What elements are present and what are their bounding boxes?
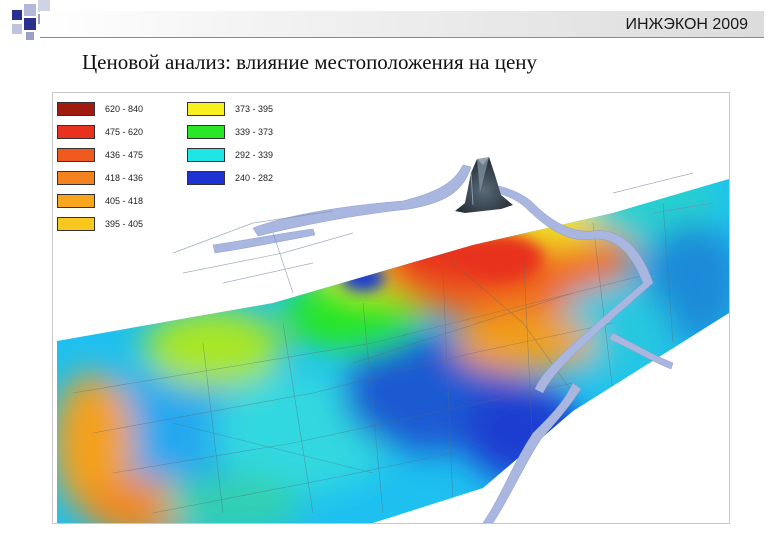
legend-swatch (57, 171, 95, 185)
legend-label: 292 - 339 (235, 150, 274, 160)
legend-swatch (187, 102, 225, 116)
price-heatmap: 620 - 840 475 - 620 436 - 475 418 - 436 405 … (52, 92, 730, 524)
legend-swatch (187, 171, 225, 185)
header-divider (40, 37, 764, 38)
legend-label: 475 - 620 (105, 127, 144, 137)
legend-item: 418 - 436 (57, 170, 143, 186)
header-bar: ИНЖЭКОН 2009 (40, 11, 764, 37)
legend-swatch (57, 102, 95, 116)
legend-label: 395 - 405 (105, 219, 144, 229)
legend-item: 395 - 405 (57, 216, 143, 232)
legend-swatch (57, 148, 95, 162)
legend-label: 436 - 475 (105, 150, 144, 160)
legend-item: 339 - 373 (187, 124, 273, 140)
legend-item: 373 - 395 (187, 101, 273, 117)
legend-label: 373 - 395 (235, 104, 274, 114)
slide-title: Ценовой анализ: влияние местоположения н… (82, 50, 538, 74)
legend-swatch (57, 217, 95, 231)
legend-label: 620 - 840 (105, 104, 144, 114)
legend-item: 436 - 475 (57, 147, 143, 163)
legend-item: 240 - 282 (187, 170, 273, 186)
heatmap-surface (57, 157, 729, 523)
header-title: ИНЖЭКОН 2009 (625, 16, 748, 33)
legend-swatch (187, 148, 225, 162)
legend-label: 339 - 373 (235, 127, 274, 137)
legend-label: 240 - 282 (235, 173, 274, 183)
legend-label: 405 - 418 (105, 196, 144, 206)
legend-item: 292 - 339 (187, 147, 273, 163)
legend-swatch (187, 125, 225, 139)
price-peak (455, 157, 513, 213)
legend-label: 418 - 436 (105, 173, 144, 183)
legend-swatch (57, 125, 95, 139)
legend-item: 405 - 418 (57, 193, 143, 209)
legend-item: 620 - 840 (57, 101, 143, 117)
legend-swatch (57, 194, 95, 208)
legend-item: 475 - 620 (57, 124, 143, 140)
